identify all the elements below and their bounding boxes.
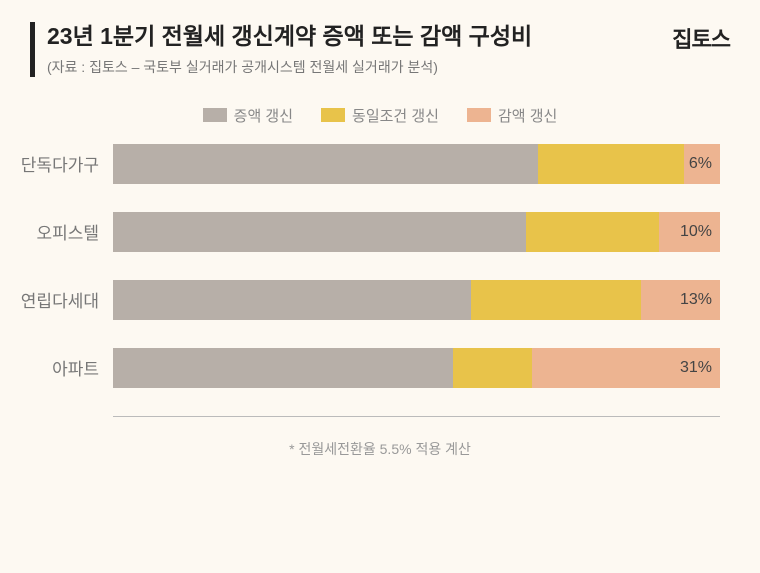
chart-row: 오피스텔 10% (18, 212, 720, 252)
stacked-bar: 13% (113, 280, 720, 320)
chart-row: 연립다세대 13% (18, 280, 720, 320)
bar-segment (538, 144, 684, 184)
x-axis-line (113, 416, 720, 417)
bar-segment (113, 280, 471, 320)
brand-logo: 집토스 (672, 22, 730, 54)
bar-value-label: 31% (680, 359, 712, 377)
legend-label: 감액 갱신 (498, 105, 557, 126)
legend-label: 동일조건 갱신 (352, 105, 439, 126)
legend: 증액 갱신 동일조건 갱신 감액 갱신 (0, 105, 760, 126)
chart-title: 23년 1분기 전월세 갱신계약 증액 또는 감액 구성비 (47, 22, 532, 51)
bar-value-label: 10% (680, 223, 712, 241)
chart-row: 단독다가구 6% (18, 144, 720, 184)
bar-segment (113, 144, 538, 184)
bar-segment (113, 348, 453, 388)
legend-swatch (321, 108, 345, 122)
stacked-bar: 6% (113, 144, 720, 184)
category-label: 단독다가구 (18, 151, 113, 176)
bar-segment (453, 348, 532, 388)
stacked-bar: 31% (113, 348, 720, 388)
bar-segment (471, 280, 641, 320)
legend-label: 증액 갱신 (234, 105, 293, 126)
legend-swatch (203, 108, 227, 122)
title-block: 23년 1분기 전월세 갱신계약 증액 또는 감액 구성비 (자료 : 집토스 … (30, 22, 532, 77)
chart-area: 단독다가구 6% 오피스텔 10% 연립다세대 13% 아파트 31% (0, 126, 760, 388)
category-label: 오피스텔 (18, 219, 113, 244)
stacked-bar: 10% (113, 212, 720, 252)
legend-item: 증액 갱신 (203, 105, 293, 126)
bar-value-label: 13% (680, 291, 712, 309)
legend-item: 감액 갱신 (467, 105, 557, 126)
chart-subtitle: (자료 : 집토스 – 국토부 실거래가 공개시스템 전월세 실거래가 분석) (47, 57, 532, 77)
bar-value-label: 6% (689, 155, 712, 173)
bar-segment (526, 212, 660, 252)
legend-item: 동일조건 갱신 (321, 105, 439, 126)
category-label: 아파트 (18, 355, 113, 380)
header: 23년 1분기 전월세 갱신계약 증액 또는 감액 구성비 (자료 : 집토스 … (0, 0, 760, 77)
footnote: * 전월세전환율 5.5% 적용 계산 (0, 439, 760, 459)
chart-row: 아파트 31% (18, 348, 720, 388)
category-label: 연립다세대 (18, 287, 113, 312)
bar-segment (113, 212, 526, 252)
legend-swatch (467, 108, 491, 122)
